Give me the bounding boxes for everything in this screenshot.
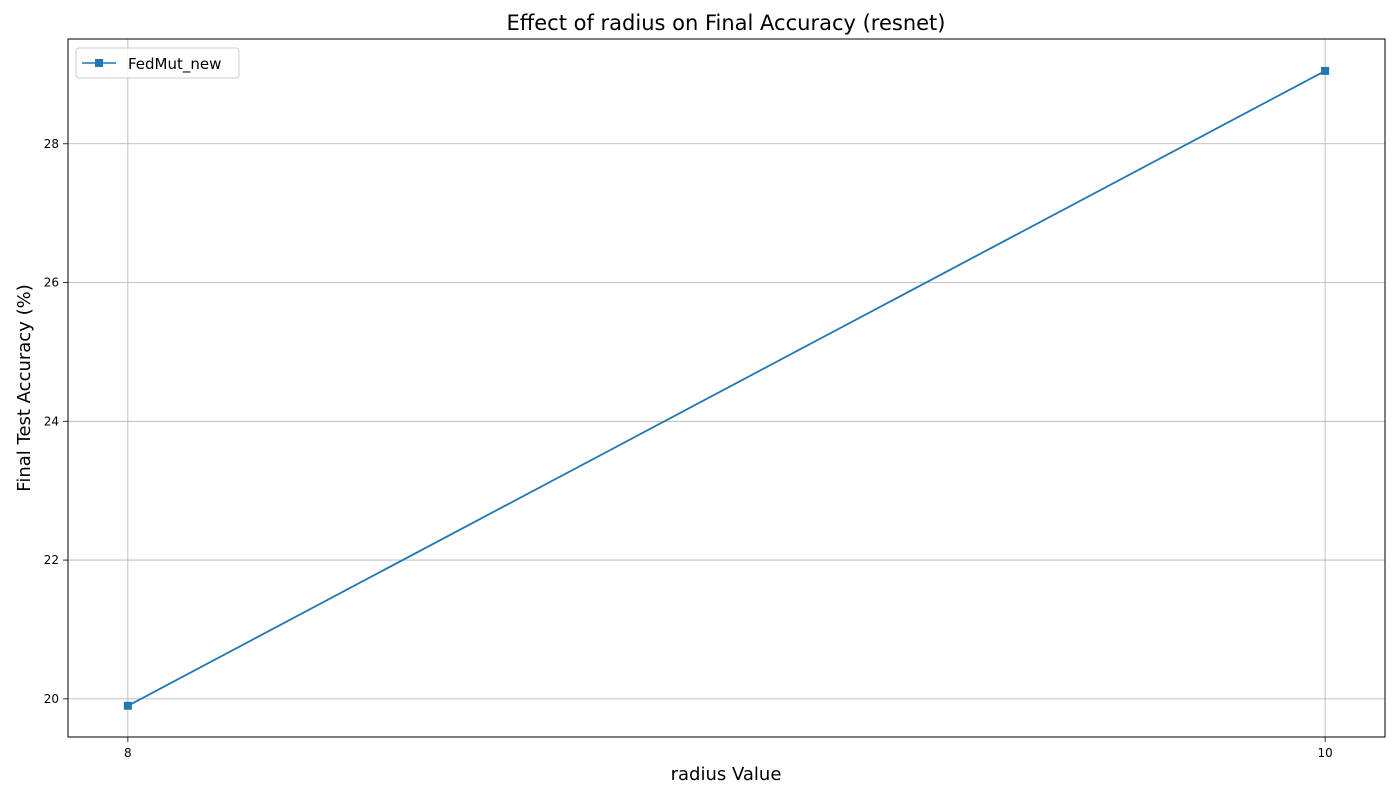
y-tick-label: 22: [44, 553, 59, 567]
legend-frame: [75, 47, 240, 79]
x-axis-label: radius Value: [671, 764, 782, 785]
plot-area-frame: [67, 38, 1386, 738]
x-tick-label: 8: [124, 746, 132, 760]
x-axis-ticks: 8 10: [124, 737, 1333, 760]
y-axis-label: Final Test Accuracy (%): [14, 284, 35, 491]
chart-title: Effect of radius on Final Accuracy (resn…: [507, 11, 946, 35]
series-line: [127, 70, 1326, 707]
y-axis-ticks: 20 22 24 26 28: [44, 137, 68, 706]
data-point-marker: [1321, 66, 1330, 75]
y-tick-label: 28: [44, 137, 59, 151]
y-tick-label: 20: [44, 692, 59, 706]
data-point-marker: [123, 701, 132, 710]
legend: FedMut_new: [75, 47, 240, 79]
legend-label: FedMut_new: [128, 55, 221, 74]
y-tick-label: 26: [44, 276, 59, 290]
series-layer: [123, 66, 1330, 710]
x-tick-label: 10: [1317, 746, 1332, 760]
y-tick-label: 24: [44, 414, 59, 428]
legend-square-marker-icon: [95, 59, 103, 67]
grid-lines: [68, 39, 1385, 737]
